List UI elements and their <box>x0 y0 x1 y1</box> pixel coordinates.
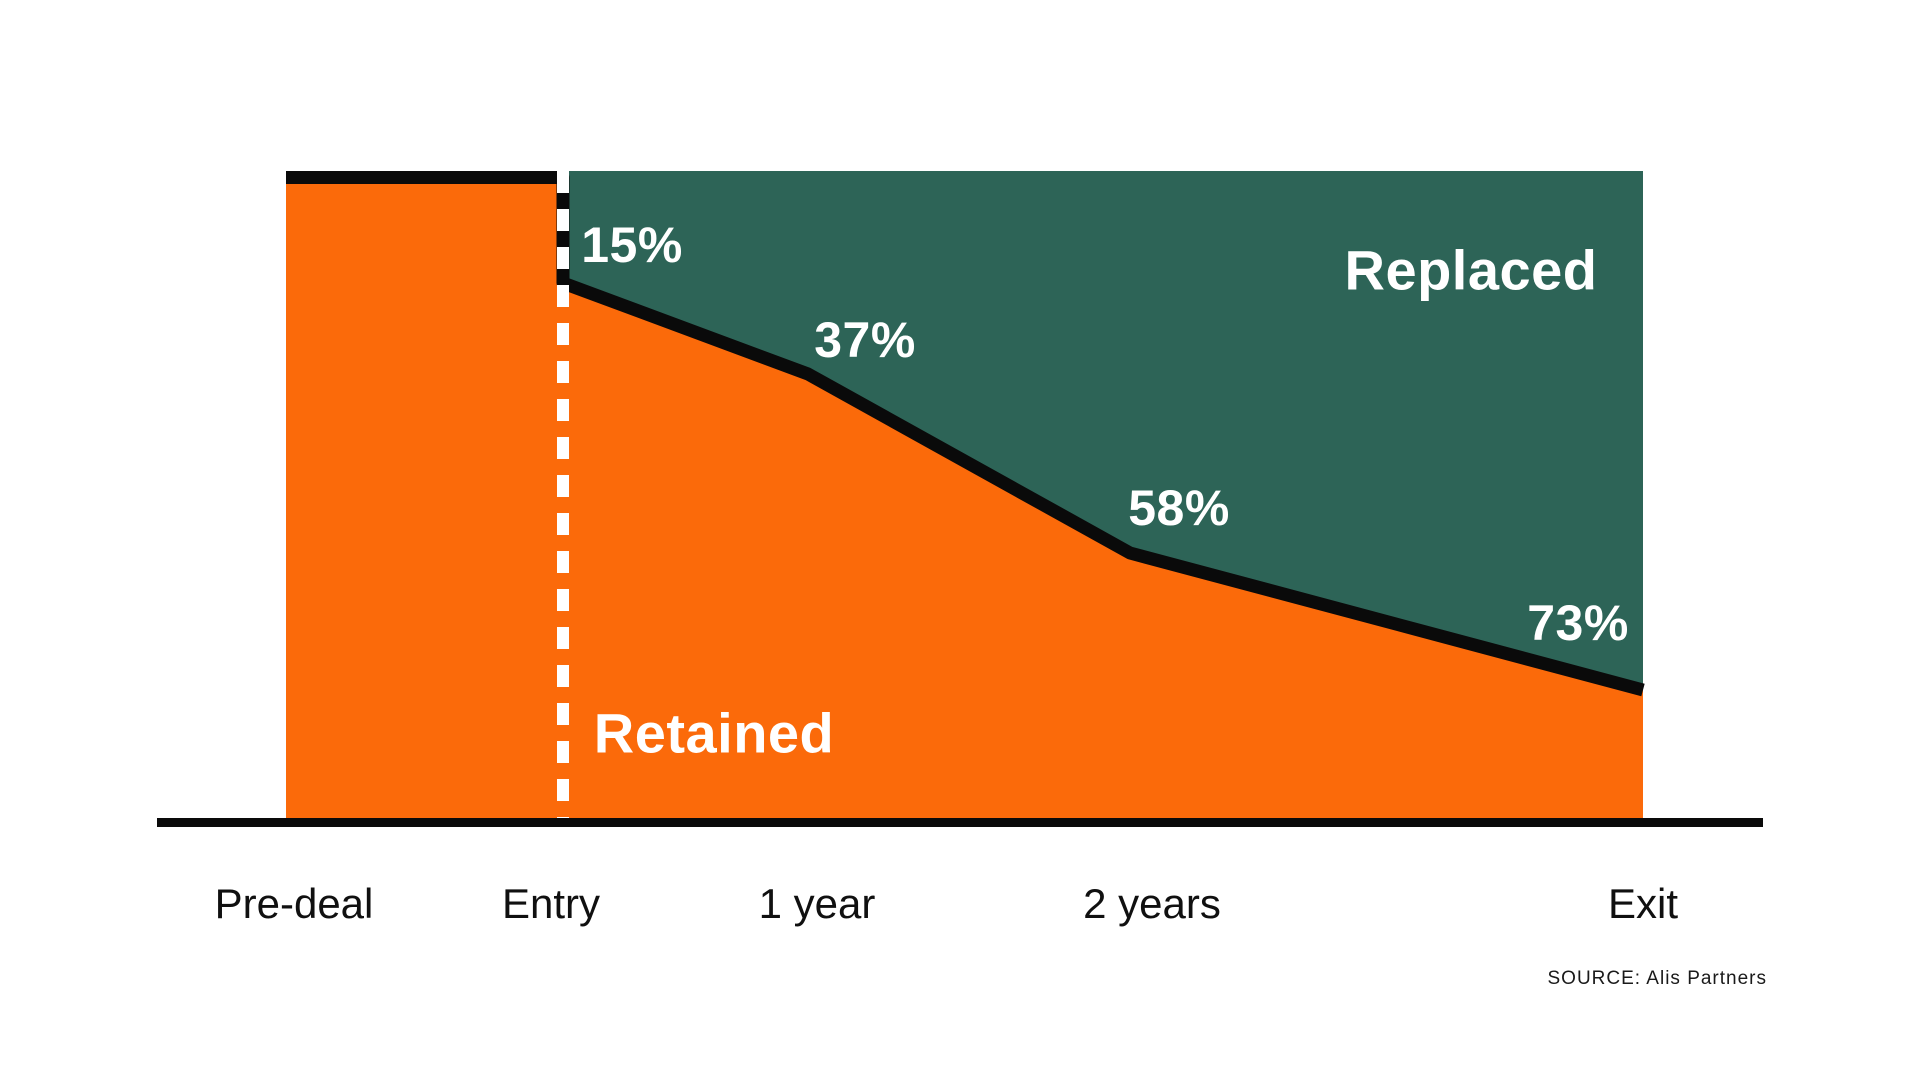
pct-label-exit: 73% <box>1527 595 1629 651</box>
x-tick-exit: Exit <box>1607 880 1679 927</box>
series-label-replaced: Replaced <box>1344 238 1598 302</box>
retained-area <box>286 171 1643 818</box>
boundary-line <box>286 171 1645 697</box>
x-tick-2-years: 2 years <box>1083 880 1221 927</box>
source-attribution: SOURCE: Alis Partners <box>1547 968 1767 989</box>
pct-label-1-year: 37% <box>814 312 916 368</box>
x-tick-pre-deal: Pre-deal <box>214 880 374 927</box>
pct-label-2-years: 58% <box>1128 480 1230 536</box>
pct-label-entry: 15% <box>581 217 683 273</box>
x-tick-entry: Entry <box>501 880 601 927</box>
x-tick-1-year: 1 year <box>758 880 876 927</box>
series-label-retained: Retained <box>593 701 835 765</box>
replaced-area <box>563 171 1643 690</box>
